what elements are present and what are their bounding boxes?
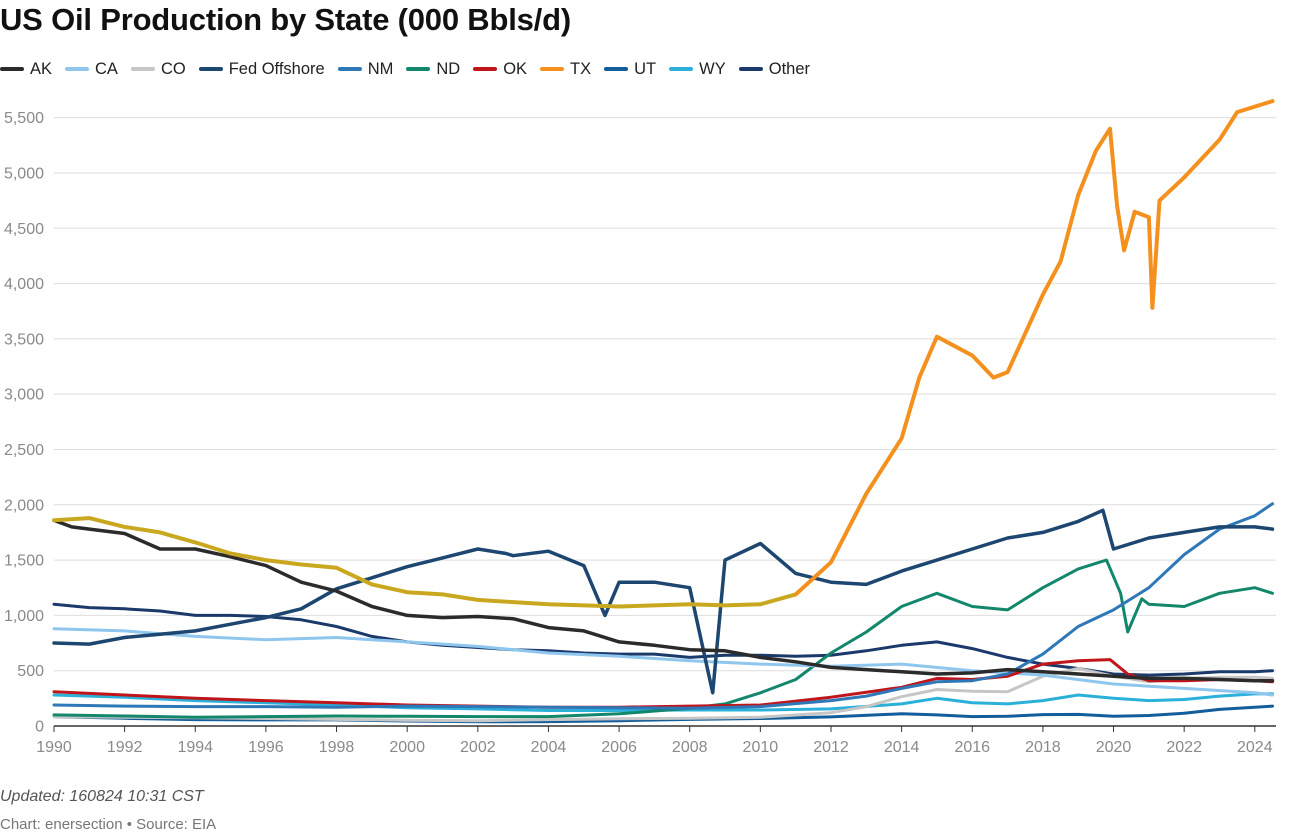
y-tick-label: 3,500 bbox=[4, 331, 44, 348]
x-tick-label: 2018 bbox=[1025, 739, 1061, 756]
x-tick-label: 2016 bbox=[954, 739, 990, 756]
legend-swatch bbox=[130, 67, 155, 71]
series-line-ak bbox=[52, 518, 1275, 683]
x-tick-label: 1994 bbox=[177, 739, 213, 756]
series-line-fed-offshore bbox=[52, 508, 1275, 695]
chart-source-credit: Chart: enersection • Source: EIA bbox=[0, 816, 217, 833]
legend-swatch bbox=[65, 67, 90, 71]
legend-item-wy[interactable]: WY bbox=[669, 60, 726, 79]
legend-item-ok[interactable]: OK bbox=[473, 60, 527, 79]
gridlines bbox=[54, 117, 1276, 672]
line-chart: 0 500 1,000 1,500 2,000 2,500 3,000 3,500 4,000 4… bbox=[4, 99, 1276, 756]
x-tick-label: 2006 bbox=[601, 739, 637, 756]
series-line-nm bbox=[52, 502, 1274, 710]
legend-label: NM bbox=[367, 59, 394, 78]
x-tick-label: 2000 bbox=[389, 739, 425, 756]
legend-item-ak[interactable]: AK bbox=[0, 60, 52, 79]
x-tick-label: 2014 bbox=[884, 739, 920, 756]
legend-swatch bbox=[669, 67, 694, 71]
y-tick-label: 2,000 bbox=[4, 497, 44, 514]
legend-item-nd[interactable]: ND bbox=[406, 60, 460, 79]
x-tick-label: 2022 bbox=[1166, 739, 1202, 756]
series-line-ca bbox=[52, 627, 1274, 697]
x-tick-label: 2012 bbox=[813, 739, 849, 756]
x-tick-label: 2004 bbox=[531, 739, 567, 756]
y-tick-label: 4,500 bbox=[4, 221, 44, 238]
legend-item-nm[interactable]: NM bbox=[337, 59, 394, 79]
x-tick-label: 1996 bbox=[248, 739, 284, 756]
chart-title: US Oil Production by State (000 Bbls/d) bbox=[0, 2, 571, 37]
x-axis-tick-labels: 1990 1992 1994 1996 1998 2000 2002 2004 2006 2008… bbox=[36, 726, 1273, 756]
legend-item-fed-offshore[interactable]: Fed Offshore bbox=[198, 59, 325, 79]
y-tick-label: 500 bbox=[17, 663, 44, 680]
legend-swatch bbox=[604, 67, 629, 71]
legend-swatch bbox=[540, 67, 565, 71]
legend-swatch bbox=[198, 67, 223, 71]
y-tick-label: 5,000 bbox=[4, 165, 44, 182]
x-tick-label: 2002 bbox=[460, 739, 496, 756]
legend-item-co[interactable]: CO bbox=[130, 59, 186, 79]
y-tick-label: 2,500 bbox=[4, 442, 44, 459]
chart-legend: AK CA CO Fed Offshore NM ND OK TX UT WY Other bbox=[0, 58, 823, 80]
legend-swatch bbox=[738, 67, 763, 71]
legend-item-ca[interactable]: CA bbox=[65, 60, 118, 79]
x-tick-label: 2008 bbox=[672, 739, 708, 756]
y-tick-label: 1,000 bbox=[4, 608, 44, 625]
series-lines bbox=[52, 99, 1275, 724]
series-line-tx bbox=[793, 99, 1275, 597]
legend-label: CA bbox=[95, 59, 118, 78]
y-tick-label: 1,500 bbox=[4, 553, 44, 570]
x-tick-label: 1992 bbox=[107, 739, 143, 756]
x-tick-label: 2024 bbox=[1237, 739, 1273, 756]
y-tick-label: 0 bbox=[35, 719, 44, 736]
y-tick-label: 5,500 bbox=[4, 110, 44, 127]
legend-label: ND bbox=[436, 59, 461, 78]
legend-label: AK bbox=[30, 59, 53, 78]
legend-label: TX bbox=[570, 59, 592, 78]
legend-item-tx[interactable]: TX bbox=[540, 60, 591, 79]
legend-label: CO bbox=[160, 59, 186, 78]
x-tick-label: 1998 bbox=[319, 739, 355, 756]
updated-timestamp: Updated: 160824 10:31 CST bbox=[0, 788, 204, 805]
y-tick-label: 3,000 bbox=[4, 387, 44, 404]
legend-item-other[interactable]: Other bbox=[738, 59, 811, 79]
legend-swatch bbox=[337, 67, 362, 71]
series-line-tx-early bbox=[52, 516, 798, 609]
legend-label: Other bbox=[768, 59, 811, 78]
legend-label: WY bbox=[699, 59, 726, 78]
legend-swatch bbox=[473, 67, 498, 71]
y-tick-label: 4,000 bbox=[4, 276, 44, 293]
y-axis-tick-labels: 0 500 1,000 1,500 2,000 2,500 3,000 3,500 4,000 4… bbox=[4, 110, 44, 735]
legend-label: Fed Offshore bbox=[228, 59, 325, 78]
legend-label: OK bbox=[503, 59, 528, 78]
legend-swatch bbox=[0, 67, 24, 71]
x-tick-label: 1990 bbox=[36, 739, 72, 756]
series-line-nd bbox=[52, 558, 1274, 719]
legend-label: UT bbox=[634, 59, 657, 78]
legend-item-ut[interactable]: UT bbox=[604, 60, 656, 79]
x-tick-label: 2020 bbox=[1096, 739, 1132, 756]
x-tick-label: 2010 bbox=[743, 739, 779, 756]
legend-swatch bbox=[406, 67, 431, 71]
series-line-ok bbox=[52, 658, 1274, 709]
